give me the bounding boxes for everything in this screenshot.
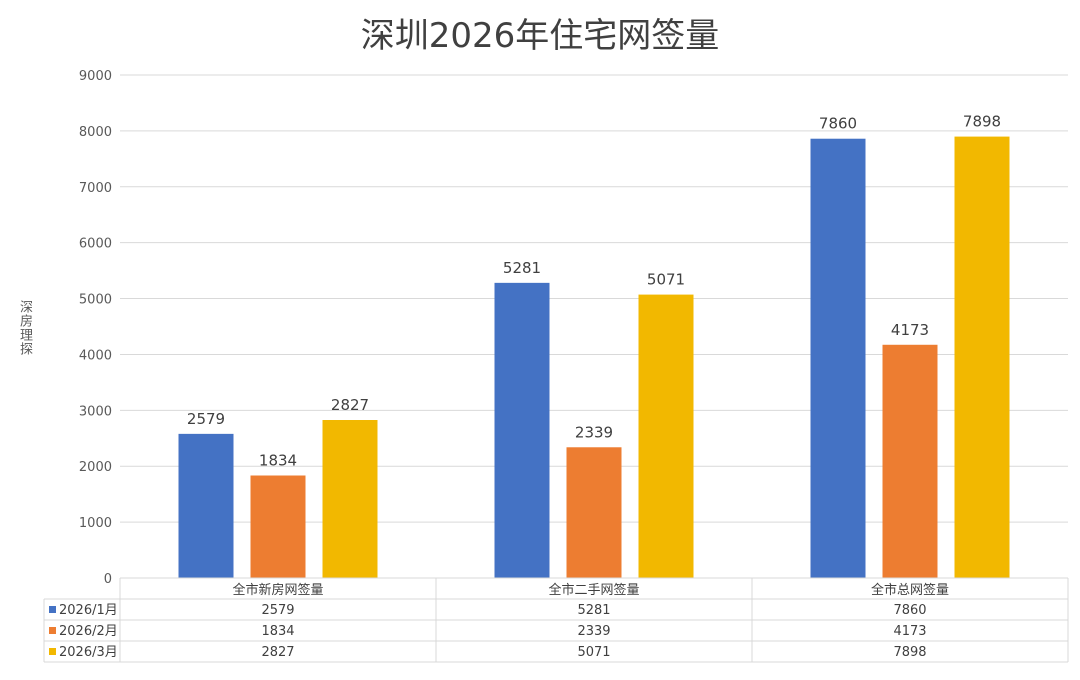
table-cell-value: 1834 [261, 624, 294, 639]
bar [810, 138, 866, 579]
table-cell-value: 4173 [893, 624, 926, 639]
legend-entry: 2026/1月 [59, 603, 118, 618]
y-tick-label: 2000 [79, 460, 112, 475]
x-tick-label: 全市新房网签量 [232, 582, 323, 598]
data-label: 7860 [819, 115, 857, 133]
data-label: 7898 [963, 113, 1001, 131]
x-tick-label: 全市总网签量 [871, 582, 949, 598]
data-label: 1834 [259, 451, 297, 469]
data-label: 5281 [503, 259, 541, 277]
y-tick-label: 1000 [79, 516, 112, 531]
table-cell-value: 7860 [893, 603, 926, 618]
bar [322, 420, 378, 578]
table-cell-value: 7898 [893, 645, 926, 660]
y-tick-label: 4000 [79, 348, 112, 363]
bar [566, 447, 622, 578]
y-tick-label: 8000 [79, 125, 112, 140]
bar [638, 294, 694, 578]
bar [882, 344, 938, 578]
table-cell-value: 2827 [261, 645, 294, 660]
y-tick-label: 3000 [79, 404, 112, 419]
table-cell-value: 2339 [577, 624, 610, 639]
table-cell-value: 2579 [261, 603, 294, 618]
table-cell-value: 5281 [577, 603, 610, 618]
table-cell-value: 5071 [577, 645, 610, 660]
y-tick-label: 0 [104, 572, 112, 587]
legend-swatch [49, 627, 56, 634]
legend-entry: 2026/3月 [59, 645, 118, 660]
data-label: 5071 [647, 271, 685, 289]
y-axis-label: 深房理探 [17, 300, 32, 356]
y-tick-label: 7000 [79, 181, 112, 196]
bar [250, 475, 306, 578]
data-label: 2339 [575, 423, 613, 441]
y-tick-label: 5000 [79, 293, 112, 308]
bar [178, 433, 234, 578]
legend-entry: 2026/2月 [59, 624, 118, 639]
x-tick-label: 全市二手网签量 [548, 582, 639, 598]
y-tick-label: 6000 [79, 237, 112, 252]
chart-title: 深圳2026年住宅网签量 [360, 16, 720, 56]
legend-swatch [49, 648, 56, 655]
data-label: 2579 [187, 410, 225, 428]
y-tick-label: 9000 [79, 69, 112, 84]
bar [494, 282, 550, 578]
data-label: 2827 [331, 396, 369, 414]
bar [954, 136, 1010, 579]
legend-swatch [49, 606, 56, 613]
data-label: 4173 [891, 321, 929, 339]
